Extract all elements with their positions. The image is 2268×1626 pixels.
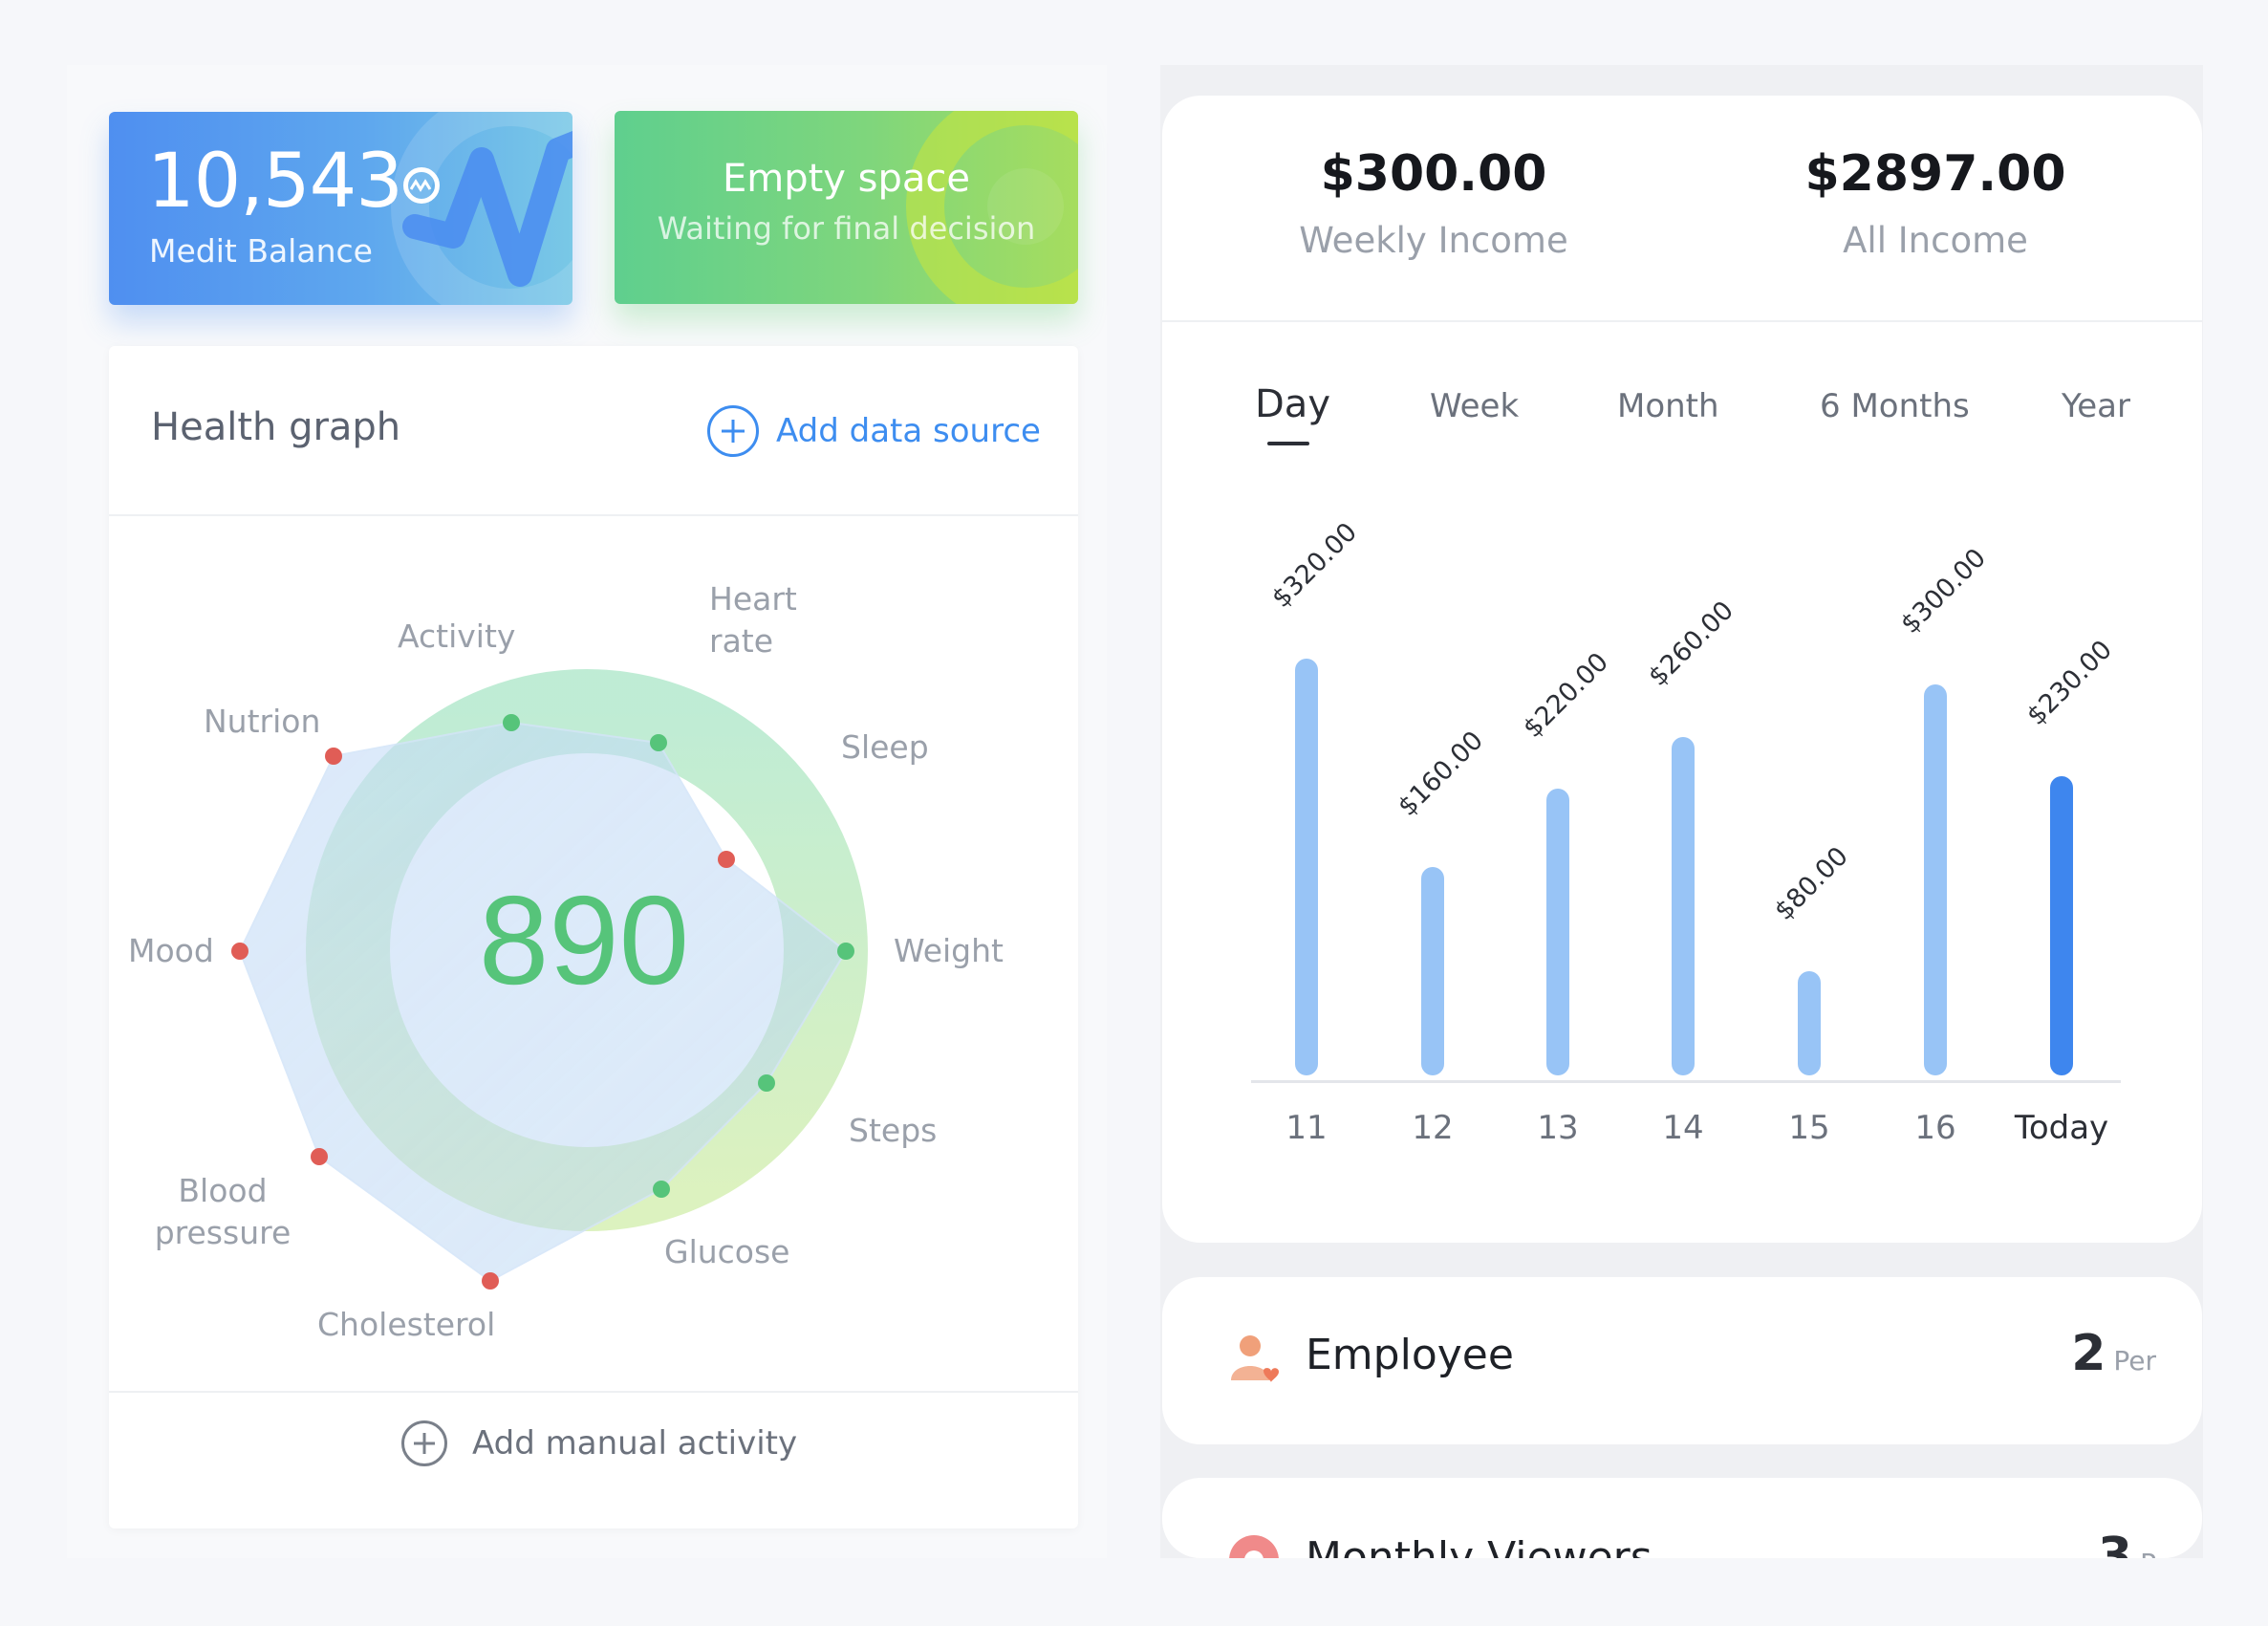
employee-row[interactable]: Employee 2 Per: [1162, 1277, 2202, 1444]
balance-amount: 10,543: [147, 139, 403, 225]
chart-baseline: [1251, 1080, 2121, 1083]
metric-label-nutrion: Nutrion: [204, 703, 321, 740]
status-title: Empty space: [722, 157, 971, 201]
x-tick-label: Today: [2014, 1109, 2109, 1147]
metric-label-blood-pressure: Blood pressure: [154, 1172, 292, 1251]
x-tick-label: 15: [1788, 1109, 1830, 1147]
add-manual-activity-label: Add manual activity: [472, 1424, 798, 1463]
tab-6-months[interactable]: 6 Months: [1820, 387, 1970, 425]
radar-point-heart-rate[interactable]: [650, 734, 667, 751]
viewers-icon: [1229, 1535, 1279, 1558]
tab-year[interactable]: Year: [2062, 387, 2130, 425]
add-data-source-button[interactable]: Add data source: [707, 405, 1041, 457]
divider: [1162, 320, 2202, 322]
monthly-viewers-count: 3P: [2098, 1528, 2156, 1558]
employee-label: Employee: [1306, 1331, 1514, 1379]
viewers-unit: P: [2140, 1548, 2156, 1558]
employee-icon: [1231, 1335, 1279, 1382]
active-tab-indicator: [1267, 442, 1309, 445]
metric-label-steps: Steps: [849, 1112, 938, 1149]
employee-unit: Per: [2113, 1345, 2156, 1377]
status-subtitle: Waiting for final decision: [657, 210, 1036, 247]
tab-week[interactable]: Week: [1430, 387, 1520, 425]
health-score: 890: [478, 870, 690, 1010]
weekly-income-label: Weekly Income: [1299, 220, 1568, 261]
add-manual-activity-button[interactable]: Add manual activity: [401, 1420, 797, 1466]
bar-13[interactable]: [1546, 789, 1569, 1075]
tab-day[interactable]: Day: [1255, 382, 1330, 426]
divider: [109, 514, 1078, 516]
metric-label-sleep: Sleep: [841, 728, 929, 766]
monthly-viewers-row[interactable]: Monthly Viewers 3P: [1162, 1478, 2202, 1558]
metric-label-activity: Activity: [398, 618, 516, 655]
radar-point-blood-pressure[interactable]: [311, 1148, 328, 1165]
balance-card[interactable]: 10,543 Medit Balance: [109, 112, 572, 305]
medit-coin-icon: [403, 167, 440, 204]
card-decoration: [391, 112, 572, 305]
x-tick-label: 13: [1537, 1109, 1579, 1147]
bar-12[interactable]: [1421, 867, 1444, 1075]
radar-point-cholesterol[interactable]: [482, 1272, 499, 1290]
bar-15[interactable]: [1798, 971, 1821, 1075]
all-income-label: All Income: [1843, 220, 2028, 261]
x-tick-label: 12: [1412, 1109, 1454, 1147]
divider: [109, 1391, 1078, 1393]
x-tick-label: 11: [1285, 1109, 1328, 1147]
radar-point-activity[interactable]: [503, 714, 520, 731]
weekly-income-value: $300.00: [1320, 145, 1547, 203]
radar-point-steps[interactable]: [758, 1074, 775, 1092]
bar-11[interactable]: [1295, 659, 1318, 1075]
metric-label-glucose: Glucose: [664, 1233, 790, 1270]
metric-label-weight: Weight: [894, 932, 1004, 969]
add-icon: [707, 405, 759, 457]
radar-point-mood[interactable]: [231, 943, 248, 960]
radar-point-sleep[interactable]: [718, 851, 735, 868]
health-graph-title: Health graph: [151, 405, 401, 449]
monthly-viewers-label: Monthly Viewers: [1306, 1533, 1652, 1558]
card-decoration: [906, 111, 1078, 304]
bar-16[interactable]: [1924, 684, 1947, 1075]
health-radar-graph: [231, 669, 868, 1290]
metric-label-mood: Mood: [128, 932, 214, 969]
metric-label-heart-rate: Heart rate: [709, 580, 797, 660]
radar-point-nutrion[interactable]: [325, 748, 342, 765]
add-icon: [401, 1420, 447, 1466]
radar-point-glucose[interactable]: [653, 1181, 670, 1198]
bar-today[interactable]: [2050, 776, 2073, 1075]
radar-point-weight[interactable]: [837, 943, 854, 960]
employee-count: 2 Per: [2071, 1325, 2156, 1382]
add-data-source-label: Add data source: [776, 412, 1041, 450]
x-tick-label: 16: [1914, 1109, 1956, 1147]
tab-month[interactable]: Month: [1617, 387, 1719, 425]
metric-label-cholesterol: Cholesterol: [317, 1306, 496, 1343]
balance-label: Medit Balance: [149, 232, 373, 270]
status-card[interactable]: Empty space Waiting for final decision: [615, 111, 1078, 304]
all-income-value: $2897.00: [1804, 145, 2066, 203]
bar-14[interactable]: [1672, 737, 1695, 1075]
x-tick-label: 14: [1662, 1109, 1704, 1147]
